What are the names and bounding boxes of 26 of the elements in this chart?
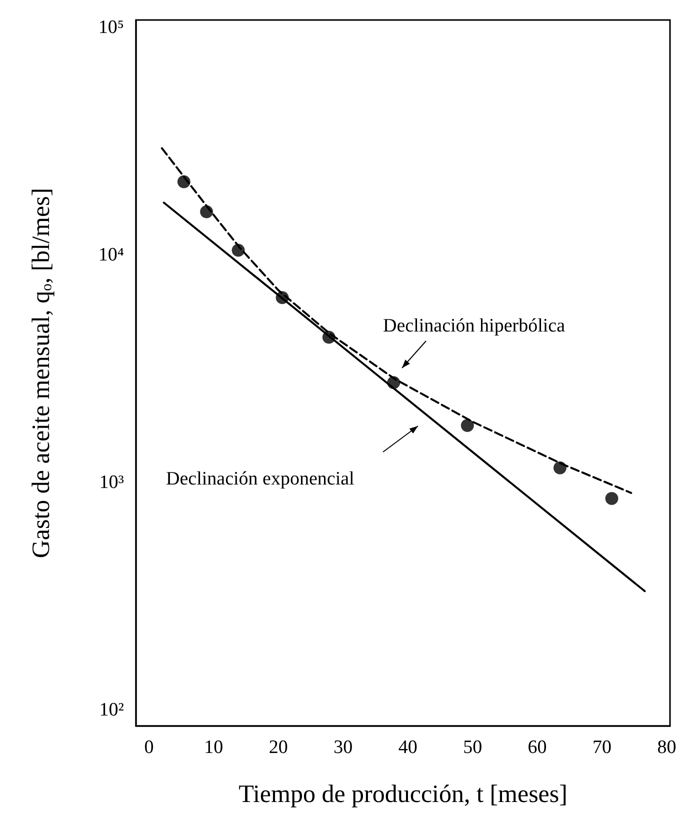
y-tick-label: 10² (99, 699, 124, 720)
point (200, 205, 214, 218)
annotation: Declinación exponencial (166, 468, 354, 490)
x-tick-label: 40 (398, 737, 418, 758)
point (387, 376, 400, 390)
point (553, 461, 566, 474)
point (460, 419, 474, 432)
y-tick-label: 10⁴ (98, 244, 124, 266)
y-tick-label: 10⁵ (98, 17, 124, 38)
point (605, 492, 618, 506)
y-axis-title: Gasto de aceite mensual, qₒ, [bl/mes] (28, 188, 55, 558)
x-axis-title: Tiempo de producción, t [meses] (238, 781, 568, 808)
x-tick-label: 70 (592, 737, 612, 758)
point (232, 244, 245, 257)
annotation: Declinación hiperbólica (383, 316, 566, 336)
point (177, 175, 190, 188)
point (276, 291, 289, 304)
x-tick-label: 60 (528, 737, 547, 758)
point (322, 330, 336, 344)
y-tick-label: 10³ (99, 472, 124, 493)
x-tick-label: 0 (144, 737, 154, 758)
x-tick-label: 20 (268, 737, 288, 758)
x-tick-label: 10 (204, 737, 224, 758)
x-tick-label: 30 (334, 737, 353, 758)
x-tick-label: 50 (463, 737, 482, 758)
x-tick-label: 80 (657, 737, 676, 758)
